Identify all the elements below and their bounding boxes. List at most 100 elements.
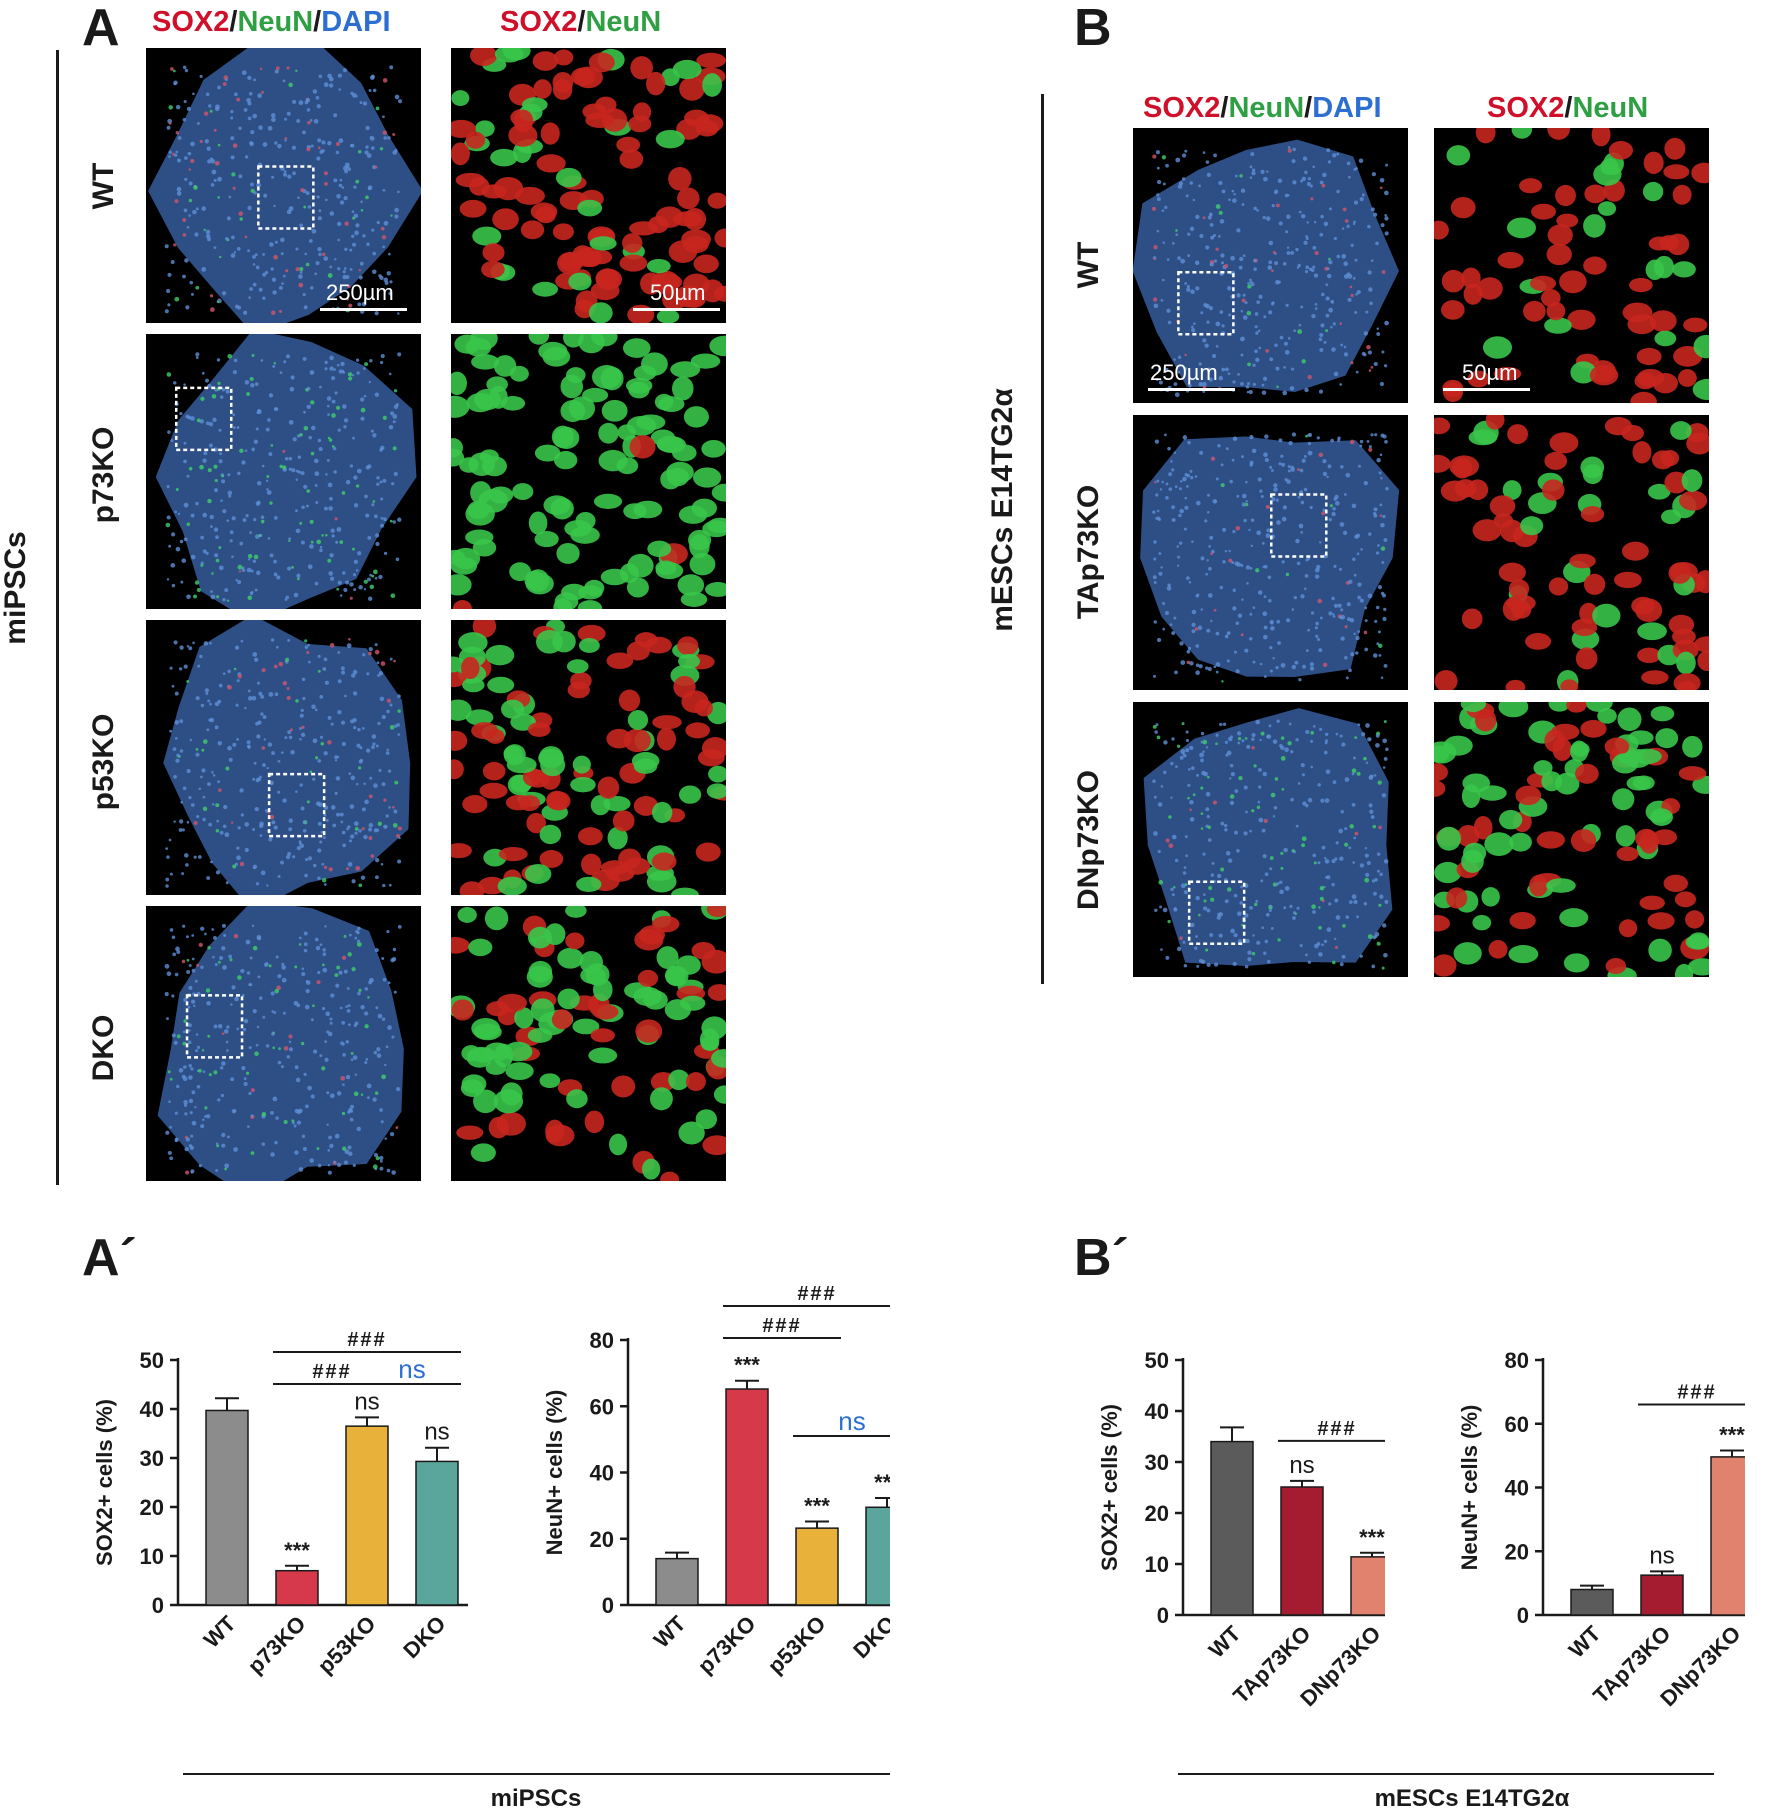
row-label-a-wt: WT — [87, 162, 120, 210]
bar-wt — [205, 1409, 249, 1606]
micrograph-a-p73ko-merge — [146, 334, 421, 609]
group-line-b — [1178, 1773, 1714, 1775]
y-tick-label: 0 — [602, 1593, 614, 1618]
slash: / — [1564, 92, 1573, 124]
row-label-a-dko: DKO — [87, 1014, 120, 1082]
y-tick-label: 50 — [140, 1348, 164, 1373]
header-b-merge: SOX2/NeuN/DAPI — [1143, 94, 1382, 123]
label-dapi: DAPI — [1312, 92, 1382, 124]
y-tick-label: 0 — [1517, 1603, 1529, 1628]
bar-dko — [415, 1460, 459, 1606]
header-b-zoom: SOX2/NeuN — [1487, 94, 1648, 123]
x-tick-label: DKO — [848, 1611, 890, 1663]
slash: / — [1304, 92, 1313, 124]
significance-label: ns — [354, 1388, 379, 1415]
significance-label: *** — [1359, 1525, 1385, 1550]
bar-wt — [1210, 1440, 1254, 1616]
bar-dko — [865, 1506, 909, 1606]
slash: / — [229, 6, 238, 38]
micrograph-a-dko-merge — [146, 906, 421, 1181]
y-tick-label: 80 — [590, 1328, 614, 1353]
chart-b-neun: 0 20 40 60 80 NeuN+ cells (%) WT ns TAp73KO *** DN… — [1445, 1280, 1763, 1730]
y-tick-label: 30 — [1145, 1450, 1169, 1475]
label-sox2: SOX2 — [1143, 92, 1221, 124]
y-tick-label: 10 — [1145, 1552, 1169, 1577]
row-label-b-wt: WT — [1072, 241, 1105, 289]
y-tick-label: 20 — [140, 1495, 164, 1520]
row-label-b-tap73ko: TAp73KO — [1072, 484, 1105, 620]
y-axis-label: SOX2+ cells (%) — [1097, 1404, 1122, 1571]
x-tick-label: p73KO — [693, 1611, 761, 1679]
y-tick-label: 0 — [1157, 1603, 1169, 1628]
label-neun: NeuN — [1572, 92, 1649, 124]
y-tick-label: 30 — [140, 1446, 164, 1471]
x-tick-label: WT — [649, 1610, 691, 1652]
y-tick-label: 10 — [140, 1544, 164, 1569]
bar-wt — [655, 1557, 699, 1606]
comparison-label: ### — [347, 1329, 386, 1351]
scale-bar-a-right — [633, 308, 720, 311]
slash: / — [313, 6, 322, 38]
y-tick-label: 20 — [1505, 1539, 1529, 1564]
y-tick-label: 40 — [140, 1397, 164, 1422]
group-line-a — [183, 1773, 890, 1775]
x-tick-label: WT — [1204, 1620, 1246, 1662]
significance-label: *** — [874, 1470, 890, 1495]
significance-label: ns — [1289, 1452, 1314, 1479]
scale-text-b-right: 50µm — [1462, 360, 1518, 385]
x-tick-label: WT — [1564, 1620, 1606, 1662]
bar-tap73ko — [1640, 1574, 1684, 1616]
bar-wt — [1570, 1588, 1614, 1616]
micrograph-a-wt-zoom — [451, 48, 726, 323]
row-label-a-p53ko: p53KO — [87, 713, 120, 811]
group-label-b: mESCs E14TG2α — [1374, 1785, 1570, 1812]
y-tick-label: 60 — [590, 1394, 614, 1419]
chart-a-neun: 0 20 40 60 80 NeuN+ cells (%) WT *** p73KO *** p53… — [530, 1260, 918, 1720]
micrograph-b-wt-merge — [1133, 128, 1408, 403]
comparison-label: ### — [312, 1361, 351, 1383]
bar-dnp73ko — [1710, 1456, 1754, 1616]
label-sox2: SOX2 — [500, 6, 578, 38]
label-neun: NeuN — [1228, 92, 1305, 124]
y-tick-label: 60 — [1505, 1412, 1529, 1437]
comparison-label: ### — [1677, 1382, 1716, 1404]
y-tick-label: 50 — [1145, 1348, 1169, 1373]
y-tick-label: 20 — [1145, 1501, 1169, 1526]
scale-bar-a-left — [320, 308, 407, 311]
y-tick-label: 40 — [590, 1461, 614, 1486]
side-label-b: mESCs E14TG2α — [986, 388, 1019, 632]
y-axis-label: NeuN+ cells (%) — [1457, 1405, 1482, 1571]
bar-p73ko — [725, 1388, 769, 1606]
bar-dnp73ko — [1350, 1556, 1394, 1616]
micrograph-a-p53ko-merge — [146, 620, 421, 895]
comparison-label: ### — [1317, 1418, 1356, 1440]
header-a-merge: SOX2/NeuN/DAPI — [152, 8, 391, 37]
label-sox2: SOX2 — [1487, 92, 1565, 124]
x-tick-label: p53KO — [763, 1611, 831, 1679]
scale-bar-b-right — [1443, 388, 1530, 391]
y-tick-label: 20 — [590, 1527, 614, 1552]
micrograph-b-dnp73ko-zoom — [1434, 702, 1709, 977]
label-sox2: SOX2 — [152, 6, 230, 38]
chart-a-sox2: 0 10 20 30 40 50 SOX2+ cells (%) WT *** p73KO ns p5… — [80, 1280, 480, 1720]
significance-label: *** — [284, 1538, 310, 1563]
panel-letter-b: B — [1074, 0, 1112, 57]
significance-label: ns — [424, 1419, 449, 1446]
bar-p53ko — [795, 1527, 839, 1606]
micrograph-b-wt-zoom — [1434, 128, 1709, 403]
significance-label: *** — [1719, 1423, 1745, 1448]
micrograph-b-tap73ko-zoom — [1434, 415, 1709, 690]
comparison-label: ns — [838, 1406, 865, 1436]
significance-label: ns — [1649, 1542, 1674, 1569]
bar-p53ko — [345, 1425, 389, 1606]
label-neun: NeuN — [585, 6, 662, 38]
header-a-zoom: SOX2/NeuN — [500, 8, 661, 37]
micrograph-a-dko-zoom — [451, 906, 726, 1181]
comparison-label: ns — [398, 1354, 425, 1384]
y-tick-label: 0 — [152, 1593, 164, 1618]
scale-text-b-left: 250µm — [1150, 360, 1218, 385]
x-tick-label: p73KO — [243, 1611, 311, 1679]
significance-label: *** — [804, 1494, 830, 1519]
micrograph-a-p53ko-zoom — [451, 620, 726, 895]
panel-letter-a: A — [82, 0, 120, 57]
